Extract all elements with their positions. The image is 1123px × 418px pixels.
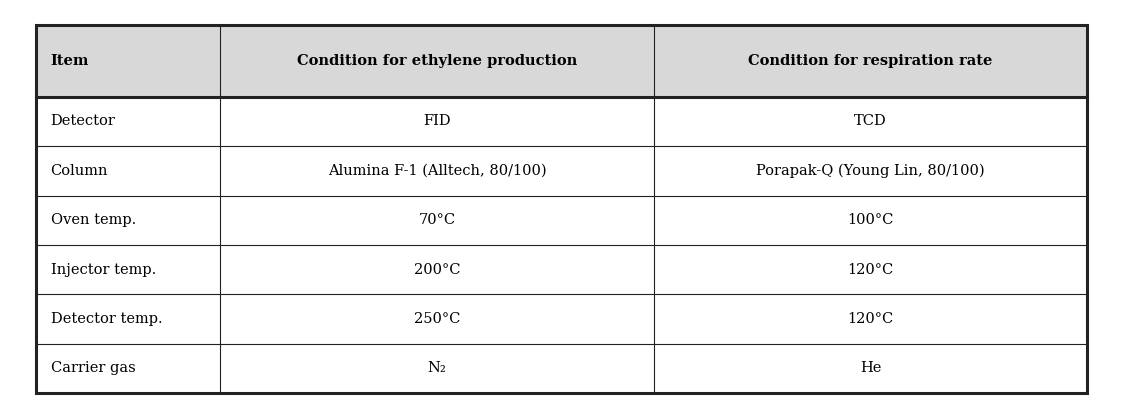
Bar <box>220 97 654 146</box>
Text: Column: Column <box>51 164 108 178</box>
Text: Oven temp.: Oven temp. <box>51 213 136 227</box>
Bar <box>654 25 1087 97</box>
Bar <box>654 245 1087 294</box>
Text: 100°C: 100°C <box>848 213 894 227</box>
Text: FID: FID <box>423 115 450 128</box>
Bar <box>220 344 654 393</box>
Text: 70°C: 70°C <box>419 213 456 227</box>
Bar <box>654 344 1087 393</box>
Text: He: He <box>860 361 882 375</box>
Text: Injector temp.: Injector temp. <box>51 263 156 277</box>
Bar <box>654 294 1087 344</box>
Text: N₂: N₂ <box>428 361 446 375</box>
Bar <box>654 97 1087 146</box>
Bar <box>654 196 1087 245</box>
Text: Detector temp.: Detector temp. <box>51 312 162 326</box>
Text: 120°C: 120°C <box>848 312 894 326</box>
Text: Alumina F-1 (Alltech, 80/100): Alumina F-1 (Alltech, 80/100) <box>328 164 546 178</box>
Bar <box>220 294 654 344</box>
Bar <box>220 146 654 196</box>
Bar <box>36 245 220 294</box>
Bar <box>36 25 220 97</box>
Text: Detector: Detector <box>51 115 116 128</box>
Bar <box>220 25 654 97</box>
Text: 120°C: 120°C <box>848 263 894 277</box>
Text: Porapak-Q (Young Lin, 80/100): Porapak-Q (Young Lin, 80/100) <box>756 163 985 178</box>
Bar <box>654 146 1087 196</box>
Text: 250°C: 250°C <box>413 312 460 326</box>
Text: Condition for ethylene production: Condition for ethylene production <box>296 54 577 68</box>
Text: TCD: TCD <box>855 115 887 128</box>
Bar <box>36 196 220 245</box>
Text: Condition for respiration rate: Condition for respiration rate <box>748 54 993 68</box>
Text: 200°C: 200°C <box>413 263 460 277</box>
Bar <box>36 97 220 146</box>
Bar <box>36 25 1087 393</box>
Bar <box>36 146 220 196</box>
Bar <box>36 344 220 393</box>
Bar <box>220 245 654 294</box>
Bar <box>220 196 654 245</box>
Bar <box>36 294 220 344</box>
Text: Item: Item <box>51 54 89 68</box>
Text: Carrier gas: Carrier gas <box>51 361 135 375</box>
